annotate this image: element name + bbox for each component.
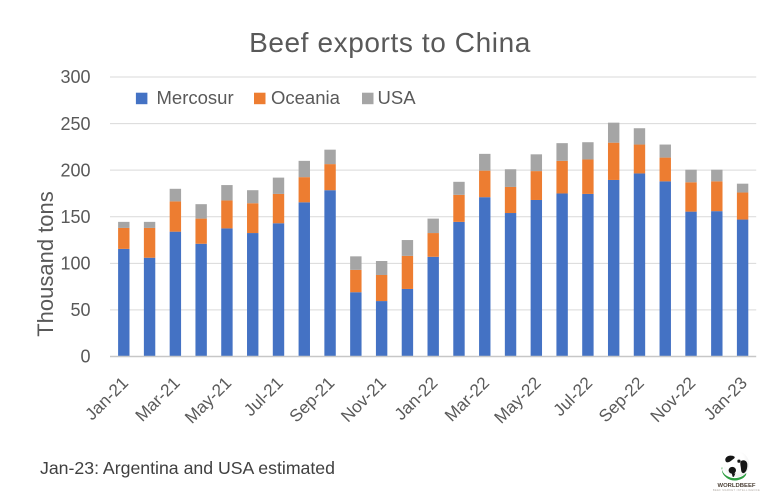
svg-text:USA: USA — [378, 87, 417, 108]
svg-text:50: 50 — [70, 300, 90, 320]
svg-text:150: 150 — [60, 207, 90, 227]
svg-text:250: 250 — [60, 114, 90, 134]
svg-text:Thousand tons: Thousand tons — [33, 191, 58, 337]
svg-text:200: 200 — [60, 160, 90, 180]
svg-text:Beef exports to China: Beef exports to China — [249, 27, 531, 58]
svg-text:WORLDBEEF: WORLDBEEF — [718, 483, 756, 489]
svg-text:0: 0 — [80, 347, 90, 367]
svg-text:100: 100 — [60, 254, 90, 274]
svg-text:Jan-23: Argentina and USA esti: Jan-23: Argentina and USA estimated — [40, 458, 335, 478]
svg-text:BEEF MARKET INTELLIGENCE: BEEF MARKET INTELLIGENCE — [713, 488, 760, 492]
svg-text:Mercosur: Mercosur — [157, 87, 234, 108]
svg-text:300: 300 — [60, 67, 90, 87]
svg-text:Oceania: Oceania — [271, 87, 341, 108]
